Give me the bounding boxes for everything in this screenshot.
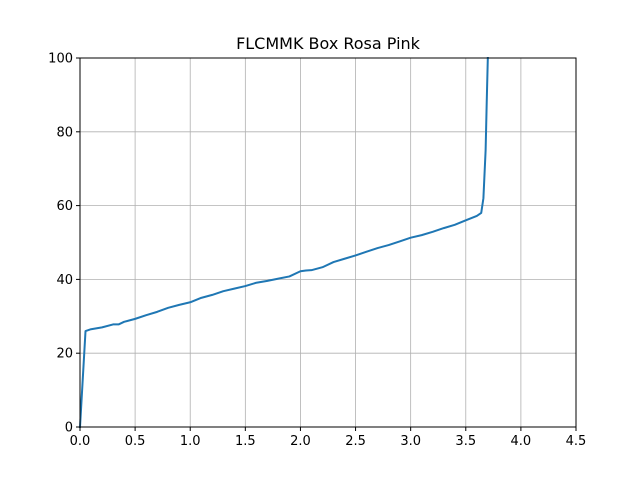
x-tick-label: 1.0: [180, 434, 201, 449]
x-tick-label: 3.5: [455, 434, 476, 449]
grid: [79, 57, 577, 428]
y-tick-label: 80: [56, 125, 73, 140]
x-tick-label: 4.5: [566, 434, 587, 449]
y-tick-label: 100: [48, 52, 73, 67]
chart-title: FLCMMK Box Rosa Pink: [236, 34, 421, 53]
x-tick-label: 4.0: [511, 434, 532, 449]
x-tick-label: 0.5: [125, 434, 146, 449]
y-tick-label: 0: [65, 421, 73, 436]
x-tick-label: 2.0: [290, 434, 311, 449]
y-tick-label: 40: [56, 273, 73, 288]
x-tick-label: 0.0: [70, 434, 91, 449]
x-tick-label: 2.5: [345, 434, 366, 449]
x-tick-label: 1.5: [235, 434, 256, 449]
axes: 0.0 0.5 1.0 1.5 2.0 2.5 3.0 3.5 4.0 4.5 0 20 40 60 80 1…: [48, 52, 586, 450]
plot-frame: [79, 57, 577, 428]
y-tick-label: 60: [56, 199, 73, 214]
series-line: [78, 56, 489, 429]
x-tick-label: 3.0: [400, 434, 421, 449]
series-layer: [78, 56, 489, 429]
y-tick-label: 20: [56, 347, 73, 362]
